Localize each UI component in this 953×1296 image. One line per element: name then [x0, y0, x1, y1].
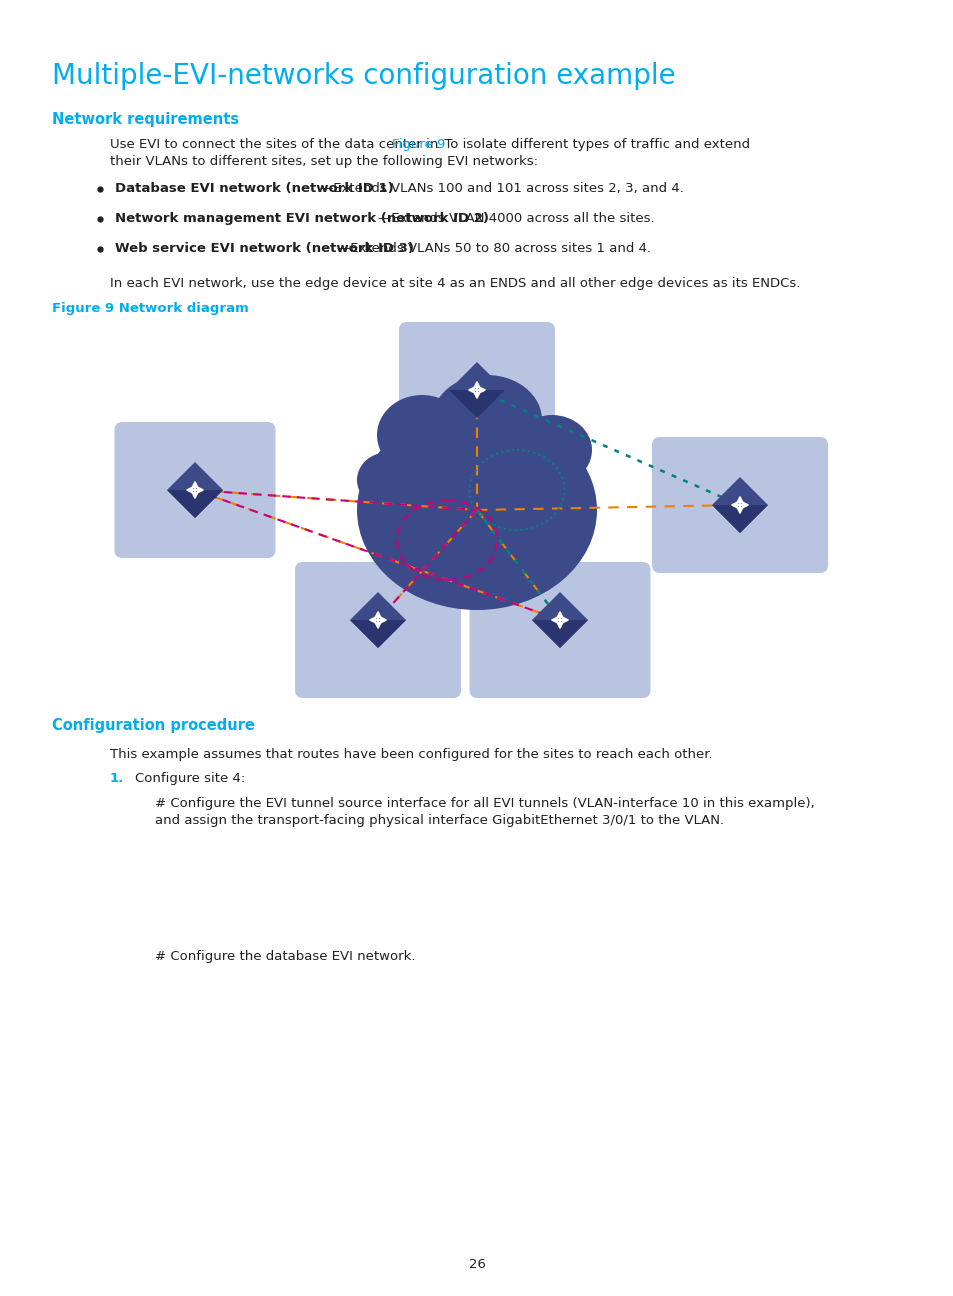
Text: # Configure the database EVI network.: # Configure the database EVI network. [154, 950, 416, 963]
Text: Network requirements: Network requirements [52, 111, 239, 127]
Polygon shape [449, 390, 504, 419]
Text: In each EVI network, use the edge device at site 4 as an ENDS and all other edge: In each EVI network, use the edge device… [110, 277, 800, 290]
Polygon shape [350, 619, 406, 648]
Polygon shape [167, 490, 223, 518]
Text: their VLANs to different sites, set up the following EVI networks:: their VLANs to different sites, set up t… [110, 156, 537, 168]
Text: and assign the transport-facing physical interface GigabitEthernet 3/0/1 to the : and assign the transport-facing physical… [154, 814, 723, 827]
Ellipse shape [376, 395, 467, 476]
Polygon shape [532, 619, 587, 648]
Text: —Extends VLANs 50 to 80 across sites 1 and 4.: —Extends VLANs 50 to 80 across sites 1 a… [337, 242, 651, 255]
Text: Web service EVI network (network ID 3): Web service EVI network (network ID 3) [115, 242, 414, 255]
Ellipse shape [356, 410, 597, 610]
Polygon shape [711, 505, 767, 533]
Ellipse shape [356, 452, 416, 508]
FancyBboxPatch shape [114, 422, 275, 559]
Ellipse shape [532, 473, 592, 527]
FancyBboxPatch shape [398, 321, 555, 478]
Polygon shape [532, 592, 587, 648]
Polygon shape [350, 592, 406, 648]
Text: Multiple-EVI-networks configuration example: Multiple-EVI-networks configuration exam… [52, 62, 675, 89]
Ellipse shape [432, 375, 541, 465]
Text: Use EVI to connect the sites of the data center in: Use EVI to connect the sites of the data… [110, 137, 442, 152]
Text: Network management EVI network (network ID 2): Network management EVI network (network … [115, 213, 489, 226]
Text: Configuration procedure: Configuration procedure [52, 718, 254, 734]
Text: # Configure the EVI tunnel source interface for all EVI tunnels (VLAN-interface : # Configure the EVI tunnel source interf… [154, 797, 814, 810]
Text: —Extends VLAN 4000 across all the sites.: —Extends VLAN 4000 across all the sites. [377, 213, 654, 226]
FancyBboxPatch shape [651, 437, 827, 573]
FancyBboxPatch shape [469, 562, 650, 699]
Text: 1.: 1. [110, 772, 124, 785]
Text: 26: 26 [468, 1258, 485, 1271]
Text: Figure 9: Figure 9 [391, 137, 444, 152]
Text: —Extends VLANs 100 and 101 across sites 2, 3, and 4.: —Extends VLANs 100 and 101 across sites … [319, 181, 683, 194]
Polygon shape [449, 362, 504, 419]
Text: . To isolate different types of traffic and extend: . To isolate different types of traffic … [436, 137, 749, 152]
Text: This example assumes that routes have been configured for the sites to reach eac: This example assumes that routes have be… [110, 748, 712, 761]
Text: Figure 9 Network diagram: Figure 9 Network diagram [52, 302, 249, 315]
Polygon shape [711, 477, 767, 533]
Text: Configure site 4:: Configure site 4: [135, 772, 245, 785]
Ellipse shape [512, 415, 592, 485]
Polygon shape [167, 461, 223, 518]
FancyBboxPatch shape [294, 562, 460, 699]
Text: Database EVI network (network ID 1): Database EVI network (network ID 1) [115, 181, 394, 194]
